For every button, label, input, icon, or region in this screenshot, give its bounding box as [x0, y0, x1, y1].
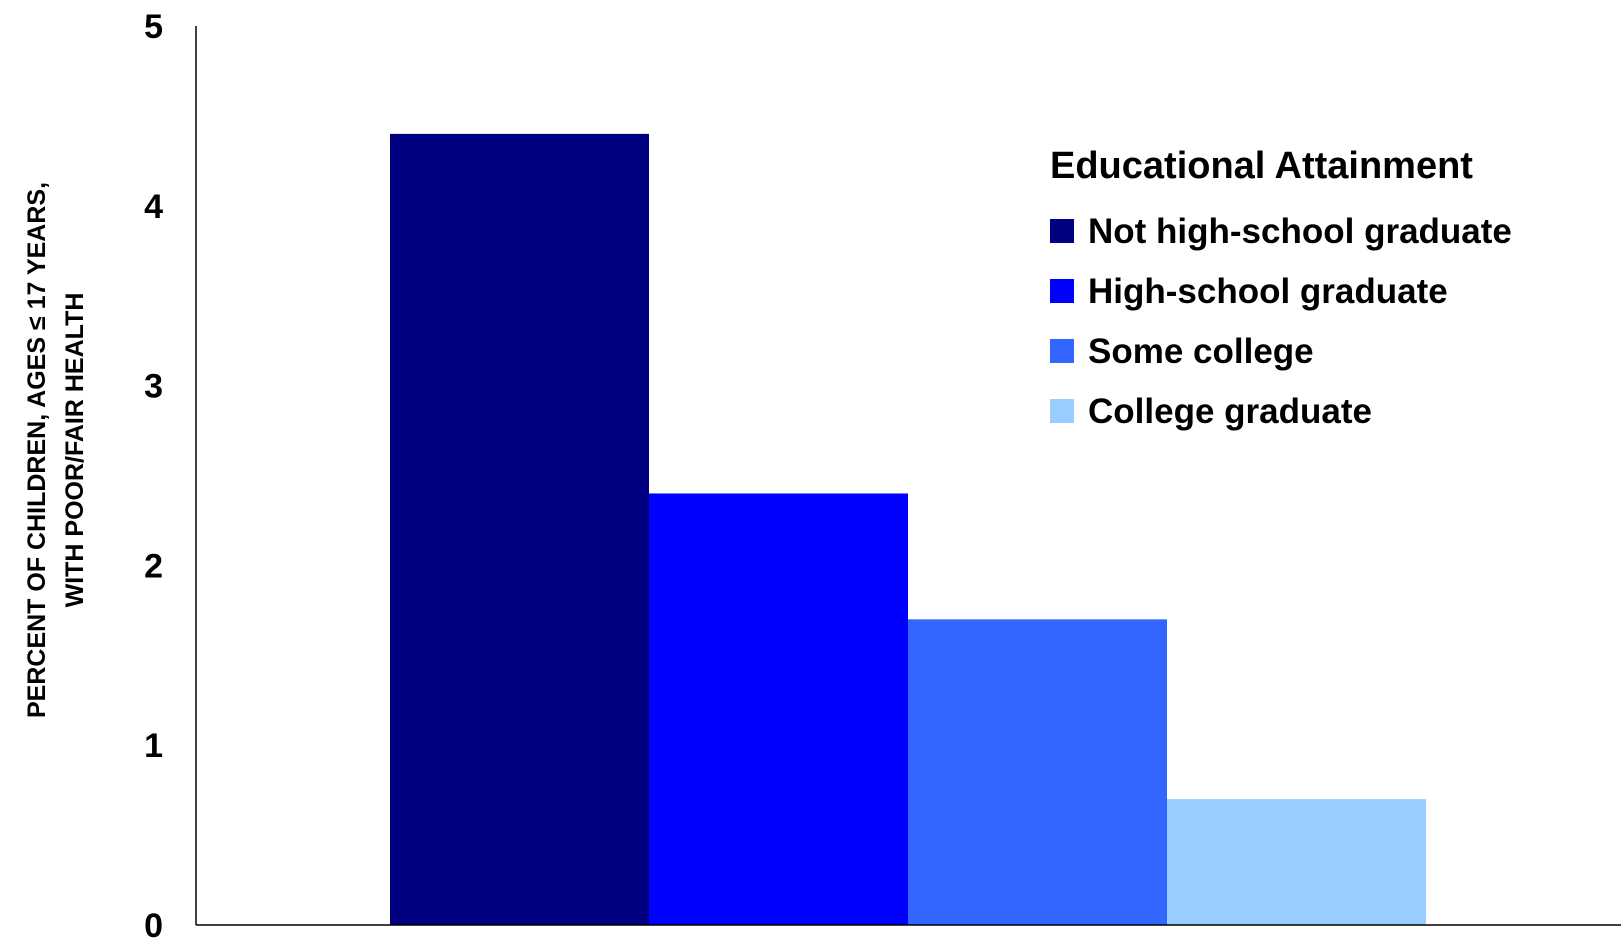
y-tick-label: 2: [144, 547, 163, 585]
legend-label: Some college: [1088, 332, 1314, 371]
legend-title: Educational Attainment: [1050, 145, 1473, 187]
legend-label: College graduate: [1088, 392, 1372, 431]
y-axis-label-line-2: WITH POOR/FAIR HEALTH: [61, 293, 89, 608]
y-tick-label: 5: [144, 8, 163, 46]
legend-swatch: [1050, 399, 1074, 423]
y-axis-ticks: 0 1 2 3 4 5: [144, 8, 163, 941]
y-tick-label: 4: [144, 188, 163, 226]
bar-not-high-school-graduate: [390, 133, 649, 925]
legend: Educational Attainment Not high-school g…: [1050, 145, 1512, 431]
y-tick-label: 0: [144, 907, 163, 941]
legend-label: Not high-school graduate: [1088, 212, 1512, 251]
legend-swatch: [1050, 219, 1074, 243]
y-tick-label: 1: [144, 727, 163, 765]
y-tick-label: 3: [144, 368, 163, 406]
legend-swatch: [1050, 279, 1074, 303]
y-axis-label-line-1: PERCENT OF CHILDREN, AGES ≤ 17 YEARS,: [23, 182, 51, 718]
bars: [390, 133, 1426, 925]
legend-swatch: [1050, 339, 1074, 363]
bar-college-graduate: [1167, 799, 1426, 925]
bar-high-school-graduate: [649, 493, 908, 925]
legend-label: High-school graduate: [1088, 272, 1448, 311]
bar-some-college: [908, 619, 1167, 925]
